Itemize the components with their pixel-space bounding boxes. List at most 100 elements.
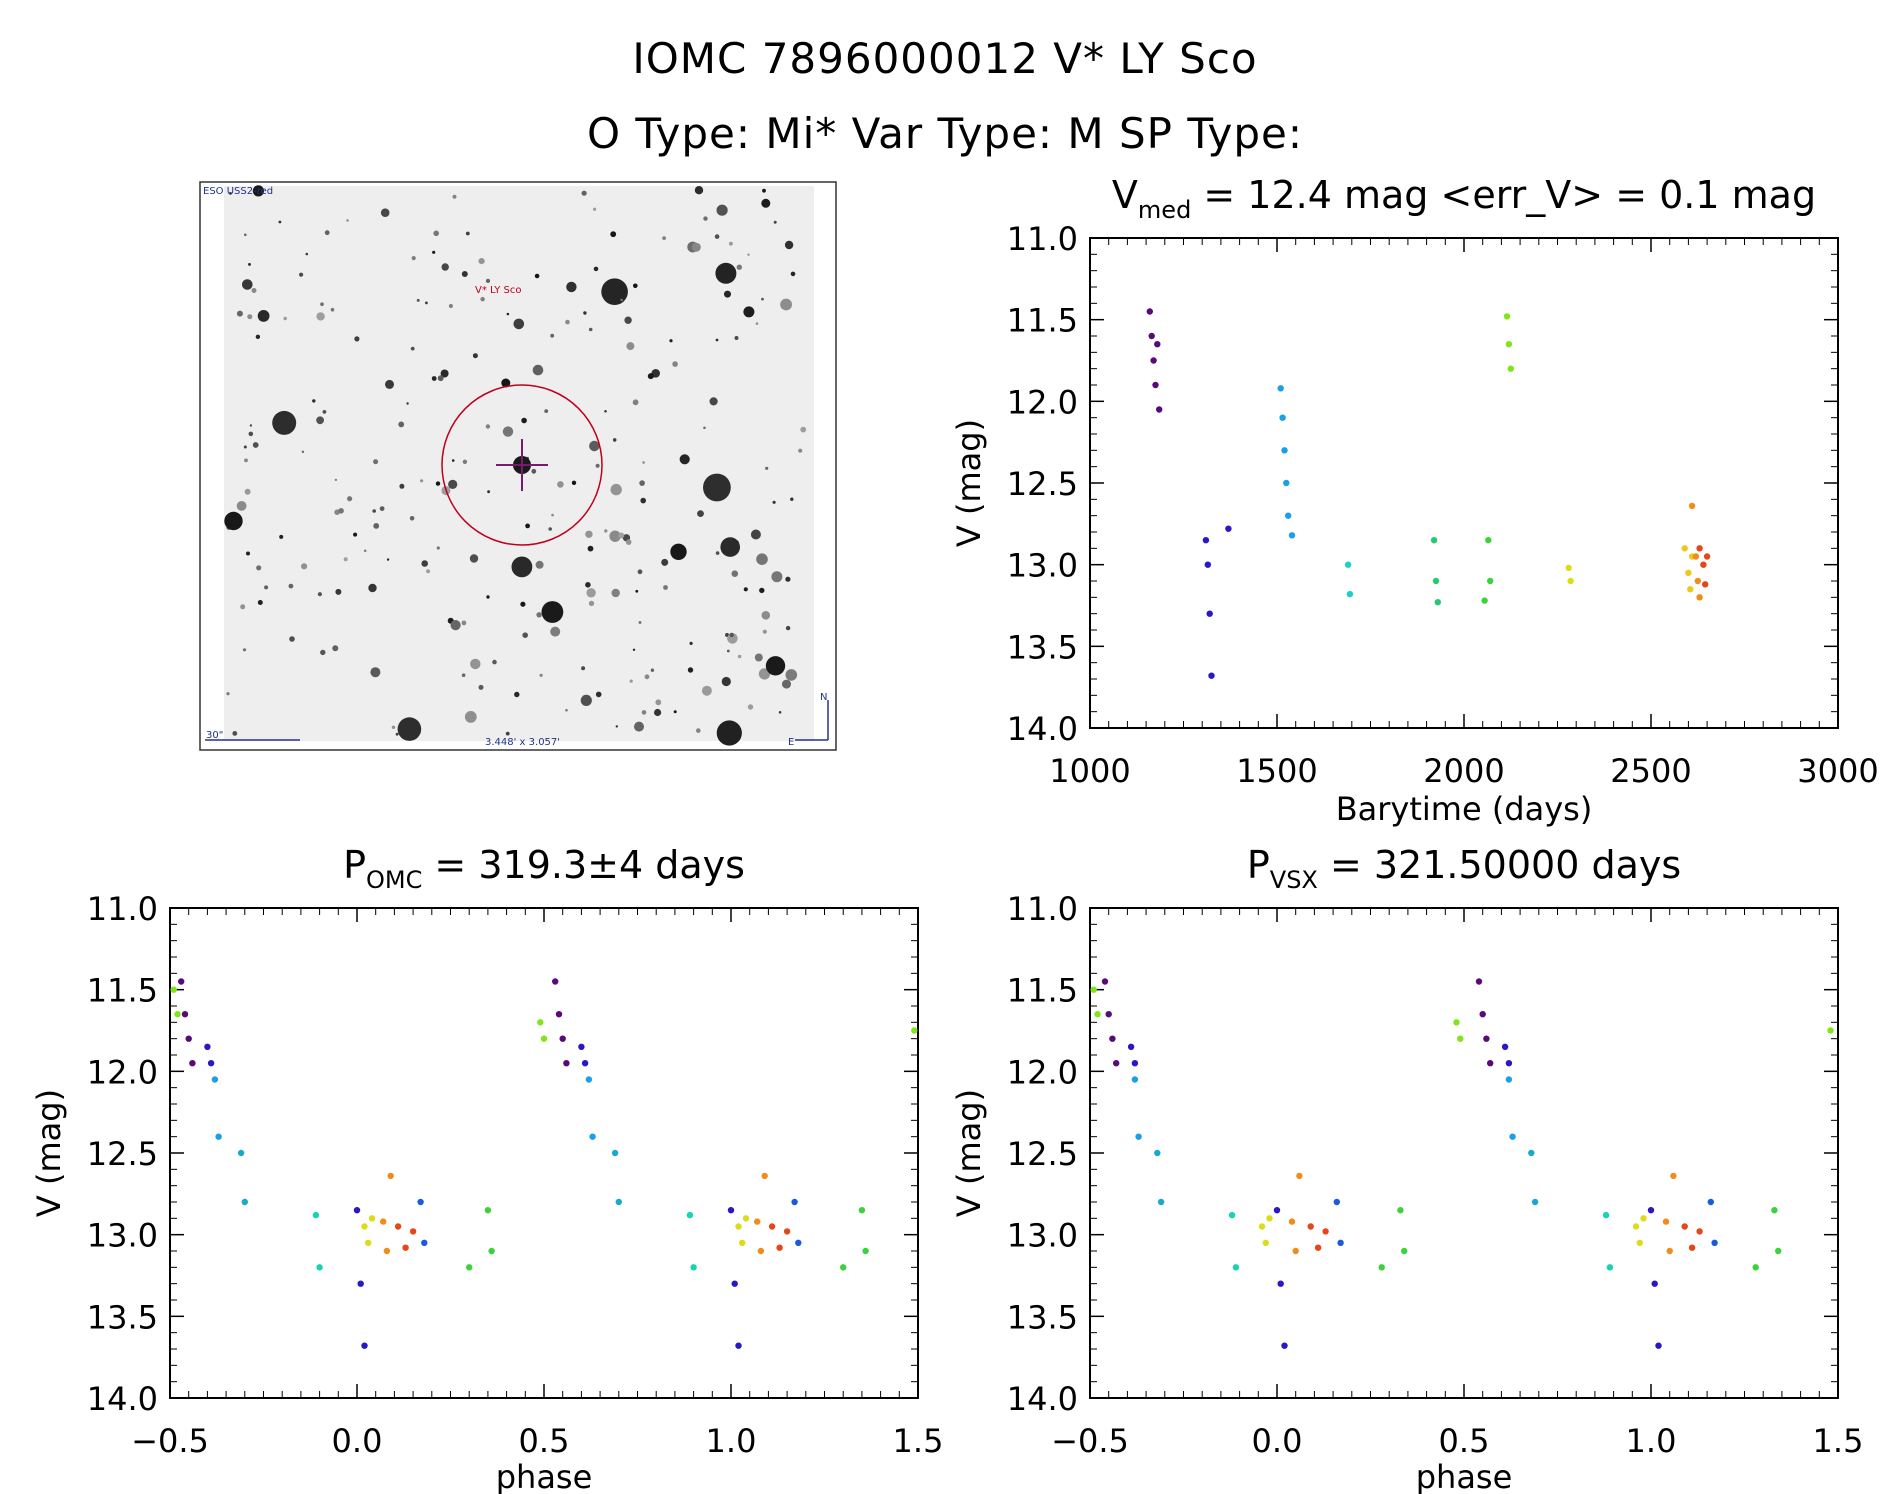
- star: [343, 557, 348, 562]
- data-point: [1485, 537, 1492, 544]
- star: [715, 338, 719, 342]
- data-point: [357, 1280, 364, 1287]
- star: [662, 236, 666, 241]
- data-point: [170, 986, 177, 993]
- star: [640, 497, 646, 504]
- data-point: [1531, 1198, 1539, 1206]
- star: [305, 252, 309, 256]
- star: [729, 241, 733, 246]
- data-point: [1202, 537, 1210, 544]
- star: [478, 684, 484, 690]
- star: [581, 666, 586, 671]
- data-point: [585, 1076, 593, 1083]
- star: [604, 410, 607, 413]
- data-point: [1662, 1218, 1670, 1225]
- data-point: [1636, 1239, 1644, 1247]
- data-point: [1279, 414, 1286, 421]
- data-point: [862, 1247, 869, 1255]
- data-point: [761, 1172, 768, 1180]
- y-tick-label: 11.5: [1007, 302, 1078, 340]
- data-point: [735, 1342, 742, 1349]
- data-point: [484, 1207, 492, 1214]
- star: [395, 732, 399, 736]
- data-point: [1157, 1198, 1165, 1206]
- star: [240, 604, 246, 610]
- star: [669, 339, 673, 343]
- star: [701, 685, 712, 696]
- data-point: [1696, 594, 1703, 601]
- data-point: [1152, 381, 1159, 389]
- data-point: [387, 1172, 394, 1180]
- star: [772, 500, 776, 504]
- data-point: [858, 1207, 866, 1214]
- data-point: [1602, 1211, 1610, 1219]
- data-point: [1681, 545, 1688, 552]
- star: [461, 673, 466, 677]
- star: [632, 399, 639, 406]
- star: [784, 240, 794, 250]
- star: [283, 316, 287, 321]
- star: [729, 632, 734, 638]
- data-point: [417, 1198, 424, 1206]
- data-point: [1208, 672, 1215, 679]
- y-axis-label: V (mag): [950, 1089, 988, 1217]
- data-point: [1457, 1035, 1464, 1042]
- star: [624, 316, 632, 324]
- data-point: [1475, 978, 1483, 985]
- star: [765, 656, 786, 676]
- star: [406, 402, 409, 405]
- star: [716, 204, 728, 216]
- data-point: [1503, 313, 1511, 320]
- star: [638, 621, 642, 624]
- star: [634, 721, 644, 732]
- data-point: [1434, 599, 1442, 606]
- data-point: [1206, 610, 1213, 617]
- star: [229, 192, 232, 195]
- x-tick-label: 1000: [1049, 752, 1130, 790]
- data-point: [768, 1223, 776, 1230]
- data-point: [1432, 577, 1440, 585]
- star: [232, 731, 238, 736]
- star: [248, 431, 254, 437]
- chart-title-prefix: P: [1247, 843, 1270, 887]
- star: [272, 410, 297, 435]
- star: [487, 490, 490, 494]
- star: [762, 629, 767, 634]
- data-point: [237, 1149, 245, 1157]
- data-point: [1752, 1264, 1759, 1271]
- star: [798, 448, 803, 453]
- star: [386, 558, 390, 561]
- star: [716, 720, 742, 746]
- star: [557, 481, 564, 488]
- star: [521, 417, 527, 424]
- star: [299, 272, 304, 277]
- data-point: [1314, 1244, 1322, 1251]
- y-tick-label: 12.0: [87, 1053, 158, 1091]
- data-point: [189, 1060, 196, 1067]
- data-point: [1509, 1133, 1516, 1140]
- star: [536, 612, 542, 618]
- data-point: [178, 978, 185, 985]
- x-tick-label: 0.5: [519, 1422, 570, 1460]
- data-point: [742, 1215, 750, 1222]
- star: [673, 710, 677, 714]
- star: [251, 288, 257, 293]
- star: [755, 322, 759, 325]
- star: [736, 264, 742, 270]
- y-tick-label: 12.5: [87, 1135, 158, 1173]
- star: [320, 649, 326, 656]
- star: [761, 198, 771, 208]
- data-point: [1378, 1264, 1385, 1271]
- star: [257, 600, 263, 605]
- star: [324, 230, 330, 236]
- data-point: [1397, 1207, 1404, 1214]
- data-point: [1481, 597, 1488, 604]
- y-tick-label: 13.0: [1007, 1217, 1078, 1255]
- star: [589, 440, 600, 452]
- star: [785, 625, 791, 631]
- star: [465, 231, 470, 236]
- data-point: [1487, 1060, 1494, 1067]
- x-tick-label: −0.5: [1051, 1422, 1129, 1460]
- data-point: [1651, 1280, 1658, 1287]
